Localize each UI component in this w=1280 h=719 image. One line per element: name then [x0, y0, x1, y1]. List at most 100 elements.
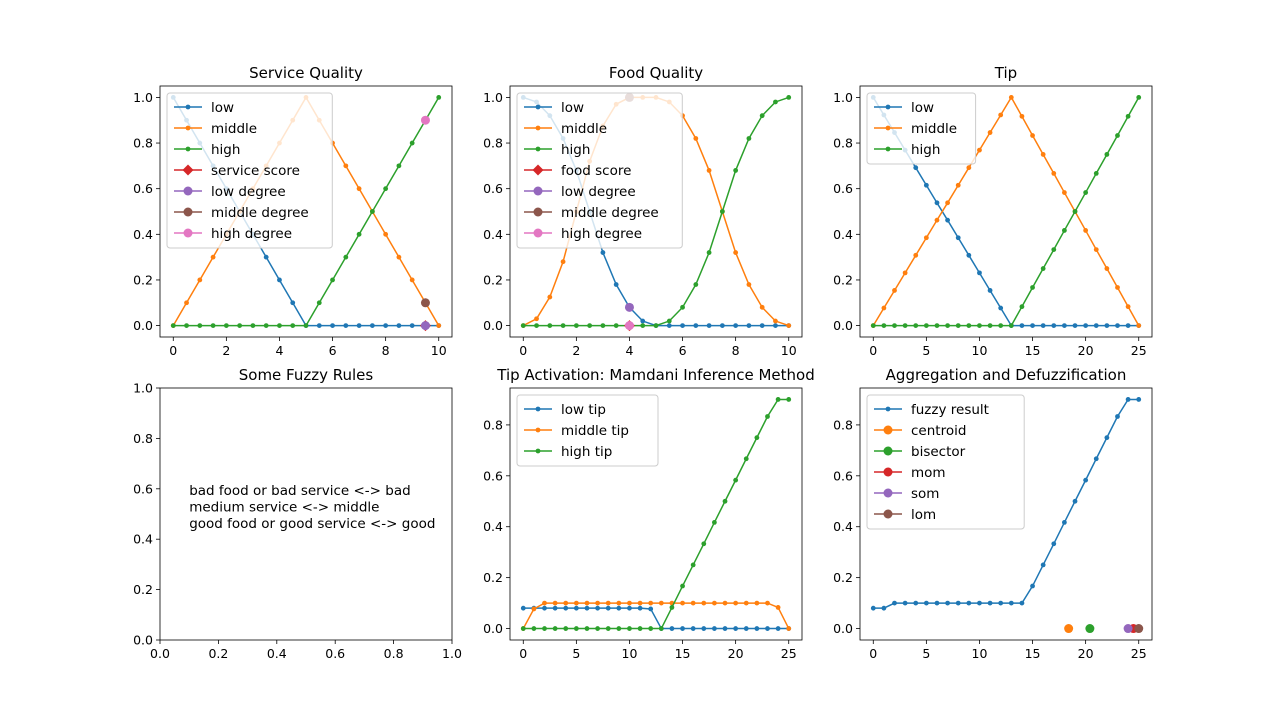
- legend-handle-dot: [535, 104, 541, 110]
- series-high-tip-point: [605, 626, 611, 631]
- series-high-point: [1051, 247, 1057, 253]
- series-low-point: [316, 323, 322, 328]
- legend-label: low degree: [211, 184, 286, 200]
- series-fuzzy-result-point: [1008, 600, 1014, 606]
- x-tick-label: 8: [382, 343, 390, 358]
- y-tick-label: 0.6: [833, 181, 853, 196]
- series-middle-tip-point: [637, 600, 643, 606]
- x-tick-label: 0: [869, 646, 877, 661]
- series-high-point: [640, 323, 646, 328]
- series-high-point: [330, 277, 335, 283]
- series-middle-point: [1030, 133, 1035, 138]
- legend-label: high: [561, 142, 590, 158]
- legend-handle-circle: [183, 207, 193, 217]
- series-centroid-marker: [1064, 624, 1074, 634]
- series-high-tip-point: [775, 397, 781, 402]
- series-middle-point: [560, 259, 566, 265]
- rule-text: bad food or bad service <-> bad: [189, 483, 410, 499]
- series-middle-point: [1051, 170, 1057, 176]
- legend-label: lom: [911, 507, 936, 523]
- x-tick-label: 20: [1078, 343, 1094, 358]
- x-tick-label: 2: [572, 343, 580, 358]
- legend-handle-dot: [885, 406, 891, 412]
- series-low-point: [369, 323, 375, 328]
- legend-handle-dot: [885, 104, 891, 110]
- legend-label: low tip: [561, 402, 606, 418]
- series-low-point: [277, 277, 282, 283]
- series-fuzzy-result-point: [1136, 397, 1142, 402]
- y-tick-label: 0.4: [483, 519, 503, 534]
- series-high-point: [653, 323, 659, 328]
- series-middle-point: [436, 323, 442, 328]
- series-middle-tip-point: [701, 600, 707, 606]
- series-high-point: [210, 323, 216, 328]
- legend-label: fuzzy result: [911, 402, 989, 418]
- legend-handle-dot: [535, 406, 541, 412]
- series-low-point: [1051, 323, 1057, 328]
- series-fuzzy-result-point: [870, 605, 876, 611]
- series-middle-point: [1104, 266, 1110, 271]
- x-tick-label: 25: [1131, 343, 1147, 358]
- series-middle-point: [786, 323, 792, 328]
- series-high-degree-marker: [420, 115, 430, 125]
- series-high-point: [250, 323, 256, 328]
- series-middle-tip-point: [616, 600, 622, 606]
- x-tick-label: 10: [622, 646, 638, 661]
- series-middle-point: [1125, 304, 1131, 310]
- x-tick-label: 6: [679, 343, 687, 358]
- series-high-point: [356, 231, 362, 237]
- y-tick-label: 0.2: [133, 272, 153, 287]
- legend-box: [866, 92, 977, 165]
- series-middle-point: [693, 136, 699, 141]
- series-middle-point: [773, 318, 778, 324]
- series-low-degree-marker: [624, 302, 634, 312]
- legend-label: high degree: [211, 226, 292, 242]
- subplot-4: Some Fuzzy Rules 0.0 0.2 0.4 0.6 0.8 1.0 0.0 0.2…: [133, 366, 462, 661]
- series-middle-tip-line: [522, 602, 790, 629]
- series-som-marker: [1123, 624, 1133, 634]
- series-high-tip-point: [616, 626, 622, 631]
- series-low-point: [1019, 323, 1025, 328]
- series-low-point: [913, 165, 919, 171]
- series-middle-tip-point: [690, 600, 696, 606]
- legend-label: high: [911, 142, 940, 158]
- legend-label: middle degree: [211, 205, 309, 221]
- series-high-point: [520, 323, 526, 328]
- legend-handle-dot: [185, 104, 191, 110]
- legend: fuzzy result centroid bisector mom som lom: [866, 394, 1025, 530]
- series-high-point: [746, 136, 752, 141]
- series-high-point: [773, 99, 778, 105]
- series-middle-point: [1115, 285, 1120, 290]
- y-tick-label: 0.0: [483, 318, 503, 333]
- series-lom-marker: [1134, 624, 1144, 634]
- axes-frame: [509, 387, 803, 641]
- series-low-point: [759, 323, 765, 328]
- series-middle-tip-point: [595, 600, 600, 606]
- series-high-point: [600, 323, 606, 328]
- x-tick-label: 0.8: [384, 646, 404, 661]
- series-high-point: [1093, 170, 1099, 176]
- series-high-point: [955, 323, 961, 328]
- series-fuzzy-result-point: [1030, 583, 1035, 589]
- series-middle-tip-point: [765, 600, 770, 606]
- series-middle-point: [343, 163, 349, 169]
- series-high-point: [977, 323, 982, 328]
- series-low-tip-point: [520, 605, 526, 611]
- y-tick-label: 0.8: [133, 431, 153, 446]
- legend: low middle high: [866, 92, 977, 165]
- legend-handle-circle: [533, 186, 543, 196]
- series-high-point: [409, 140, 415, 146]
- series-low-tip-point: [722, 626, 728, 631]
- series-fuzzy-result-point: [881, 605, 887, 611]
- series-middle-point: [966, 165, 972, 171]
- series-fuzzy-result-point: [1072, 498, 1078, 504]
- series-middle-point: [934, 217, 940, 223]
- series-low-point: [640, 318, 646, 324]
- x-tick-label: 4: [625, 343, 633, 358]
- series-fuzzy-result-point: [977, 600, 982, 606]
- series-low-point: [693, 323, 699, 328]
- legend-handle-circle: [883, 425, 893, 435]
- y-tick-label: 0.0: [483, 621, 503, 636]
- series-middle-point: [759, 304, 765, 310]
- series-high-point: [1125, 113, 1131, 119]
